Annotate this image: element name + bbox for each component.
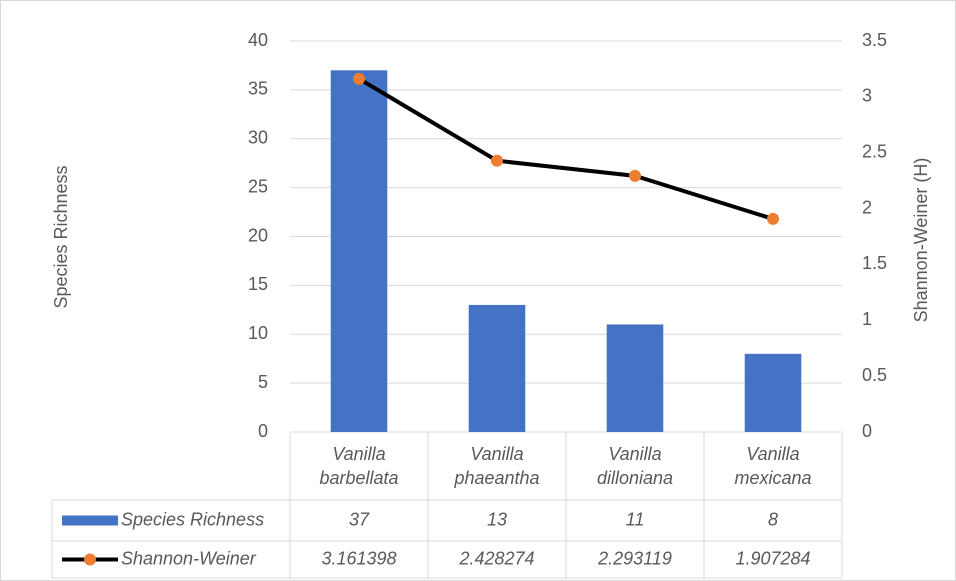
x-tick-label: Vanilla phaeantha	[454, 444, 540, 488]
bar	[330, 70, 388, 432]
table-value: 13	[487, 509, 507, 529]
x-tick-label: Vanilla barbellata	[319, 444, 399, 488]
table-value: 37	[349, 509, 370, 529]
x-tick-label: Vanilla mexicana	[734, 444, 812, 488]
table-value: 2.428274	[458, 548, 534, 568]
table-value: 2.293119	[597, 548, 672, 568]
y2-tick-label: 0	[862, 421, 872, 441]
y2-tick-label: 3	[862, 86, 872, 106]
y-tick-label: 20	[248, 225, 268, 245]
bar	[606, 324, 664, 432]
x-tick-label: Vanilla dilloniana	[596, 444, 674, 488]
y2-tick-label: 3.5	[862, 30, 887, 50]
y-tick-label: 5	[258, 372, 268, 392]
y-tick-label: 10	[248, 323, 268, 343]
table-value: 3.161398	[321, 548, 396, 568]
marker	[491, 154, 503, 167]
y2-tick-label: 0.5	[862, 365, 887, 385]
legend-marker	[84, 553, 96, 566]
y2-axis-title: Shannon-Weiner (H)	[911, 158, 931, 323]
marker	[629, 169, 641, 182]
table-value: 8	[768, 509, 778, 529]
y2-tick-label: 1	[862, 309, 872, 329]
table-value: 11	[626, 509, 645, 529]
y2-tick-label: 2	[862, 197, 872, 217]
marker	[767, 212, 779, 225]
bar	[744, 353, 802, 432]
bar	[468, 304, 526, 432]
y-tick-label: 40	[248, 30, 268, 50]
legend-label: Species Richness	[121, 509, 264, 529]
marker	[353, 72, 365, 85]
legend-key	[62, 515, 118, 526]
legend-label: Shannon-Weiner	[121, 548, 257, 568]
y-tick-label: 35	[248, 79, 268, 99]
line	[357, 77, 774, 221]
y2-tick-label: 2.5	[862, 141, 887, 161]
y-axis-title: Species Richness	[51, 165, 71, 308]
y-tick-label: 15	[248, 274, 268, 294]
y-tick-label: 25	[248, 176, 268, 196]
y-tick-label: 30	[248, 128, 268, 148]
y-tick-label: 0	[258, 421, 268, 441]
table-value: 1.907284	[735, 548, 810, 568]
y2-tick-label: 1.5	[862, 253, 887, 273]
